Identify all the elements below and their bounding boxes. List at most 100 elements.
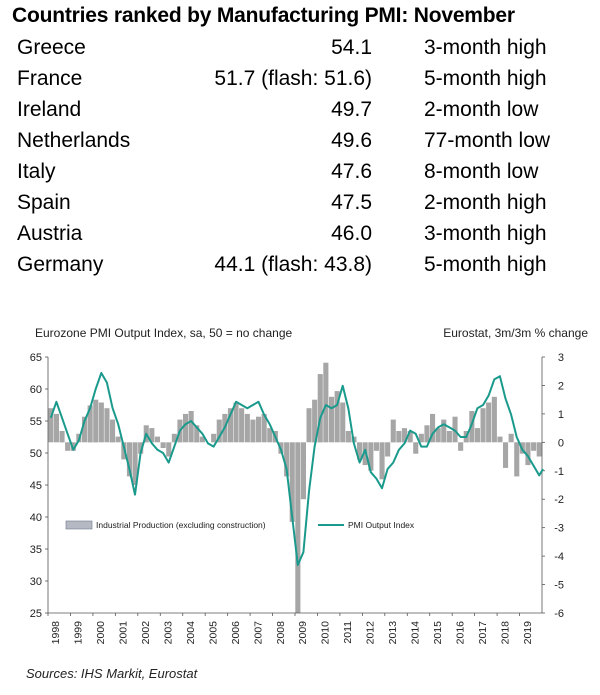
table-row: France 51.7 (flash: 51.6) 5-month high [0, 67, 600, 98]
production-bar [379, 442, 385, 480]
country-name: Greece [17, 36, 86, 59]
x-tick-label: 2008 [275, 621, 287, 645]
right-tick-label: 2 [558, 380, 564, 392]
right-tick-label: -5 [554, 580, 564, 592]
production-bar [166, 442, 172, 457]
country-name: Spain [17, 191, 71, 214]
pmi-value: 49.7 [331, 98, 372, 121]
production-bar [284, 442, 290, 477]
production-bar [160, 442, 166, 448]
x-tick-label: 2015 [432, 621, 444, 645]
country-name: Italy [17, 160, 56, 183]
pmi-note: 77-month low [424, 129, 551, 152]
pmi-value: 44.1 (flash: 43.8) [214, 253, 372, 276]
x-tick-label: 2017 [477, 621, 489, 645]
table-row: Germany 44.1 (flash: 43.8) 5-month high [0, 253, 600, 284]
x-tick-label: 2016 [454, 621, 466, 645]
chart-axes [45, 356, 545, 616]
production-bar [508, 433, 514, 443]
production-bar [525, 442, 531, 466]
production-bar [171, 433, 177, 443]
production-bar [373, 442, 379, 451]
production-bar [104, 408, 110, 443]
pmi-note: 2-month high [424, 191, 547, 214]
x-tick-label: 1999 [73, 621, 85, 645]
production-bar [418, 433, 424, 443]
right-tick-label: 0 [558, 437, 564, 449]
production-bar [98, 402, 104, 443]
production-bar [497, 436, 503, 443]
right-tick-label: -1 [554, 466, 564, 478]
table-row: Spain 47.5 2-month high [0, 191, 600, 222]
production-bar [199, 436, 205, 443]
legend-swatch-production [65, 520, 93, 530]
production-bar [261, 413, 267, 443]
chart-tick-labels: 25 30 35 40 45 50 55 60 65 -6 -5 -4 -3 -2 -1 0 1 2 3 1998 19… [30, 352, 564, 644]
x-tick-label: 2010 [320, 621, 332, 645]
pmi-chart: Eurozone PMI Output Index, sa, 50 = no c… [30, 326, 589, 644]
production-bar [424, 425, 430, 443]
x-tick-label: 2006 [230, 621, 242, 645]
x-tick-label: 2014 [410, 621, 422, 645]
x-tick-label: 2003 [163, 621, 175, 645]
right-tick-label: -4 [554, 551, 564, 563]
x-tick-label: 2009 [297, 621, 309, 645]
x-tick-label: 2019 [522, 621, 534, 645]
production-bar [289, 442, 295, 522]
x-tick-label: 2000 [95, 621, 107, 645]
production-bar [53, 413, 59, 443]
pmi-note: 8-month low [424, 160, 539, 183]
pmi-note: 5-month high [424, 67, 547, 90]
production-bar [385, 442, 391, 457]
pmi-value: 47.6 [331, 160, 372, 183]
left-tick-label: 65 [30, 352, 42, 364]
country-name: France [17, 67, 83, 90]
production-bar [340, 402, 346, 443]
left-tick-label: 55 [30, 416, 42, 428]
production-bar [368, 442, 374, 471]
production-bar [357, 442, 363, 460]
production-bar [413, 442, 419, 454]
chart-source: Sources: IHS Markit, Eurostat [26, 666, 198, 681]
production-bar [390, 419, 396, 443]
production-bar [480, 408, 486, 443]
production-bar [256, 416, 262, 443]
production-bar [188, 411, 194, 443]
production-bar [82, 416, 88, 443]
production-bar [486, 402, 492, 443]
production-bar [441, 419, 447, 443]
production-bar [317, 374, 323, 443]
table-row: Italy 47.6 8-month low [0, 160, 600, 191]
left-tick-label: 40 [30, 512, 42, 524]
pmi-value: 47.5 [331, 191, 372, 214]
production-bar [531, 442, 537, 451]
production-bar [244, 413, 250, 443]
production-bar [250, 419, 256, 443]
x-tick-label: 2004 [185, 621, 197, 645]
pmi-note: 5-month high [424, 253, 547, 276]
table-row: Ireland 49.7 2-month low [0, 98, 600, 129]
right-tick-label: -3 [554, 523, 564, 535]
production-bar [491, 396, 497, 443]
production-bar [407, 431, 413, 443]
production-bar [70, 442, 76, 451]
production-bar [149, 428, 155, 443]
production-bar [59, 431, 65, 443]
x-tick-label: 2005 [207, 621, 219, 645]
production-bar [401, 428, 407, 443]
production-bar [458, 442, 464, 451]
left-tick-label: 50 [30, 448, 42, 460]
country-name: Ireland [17, 98, 82, 121]
production-bar [329, 396, 335, 443]
right-tick-label: 3 [558, 352, 564, 364]
pmi-output-line [49, 372, 544, 566]
x-tick-label: 1998 [50, 621, 62, 645]
pmi-note: 3-month high [424, 222, 547, 245]
production-bar [233, 402, 239, 443]
production-bar [93, 399, 99, 443]
chart-right-title: Eurostat, 3m/3m % change [443, 326, 588, 340]
production-bar [194, 425, 200, 443]
pmi-note: 3-month high [424, 36, 547, 59]
legend-label-pmi: PMI Output Index [348, 520, 415, 530]
chart-legend: Industrial Production (excluding constru… [65, 520, 415, 530]
